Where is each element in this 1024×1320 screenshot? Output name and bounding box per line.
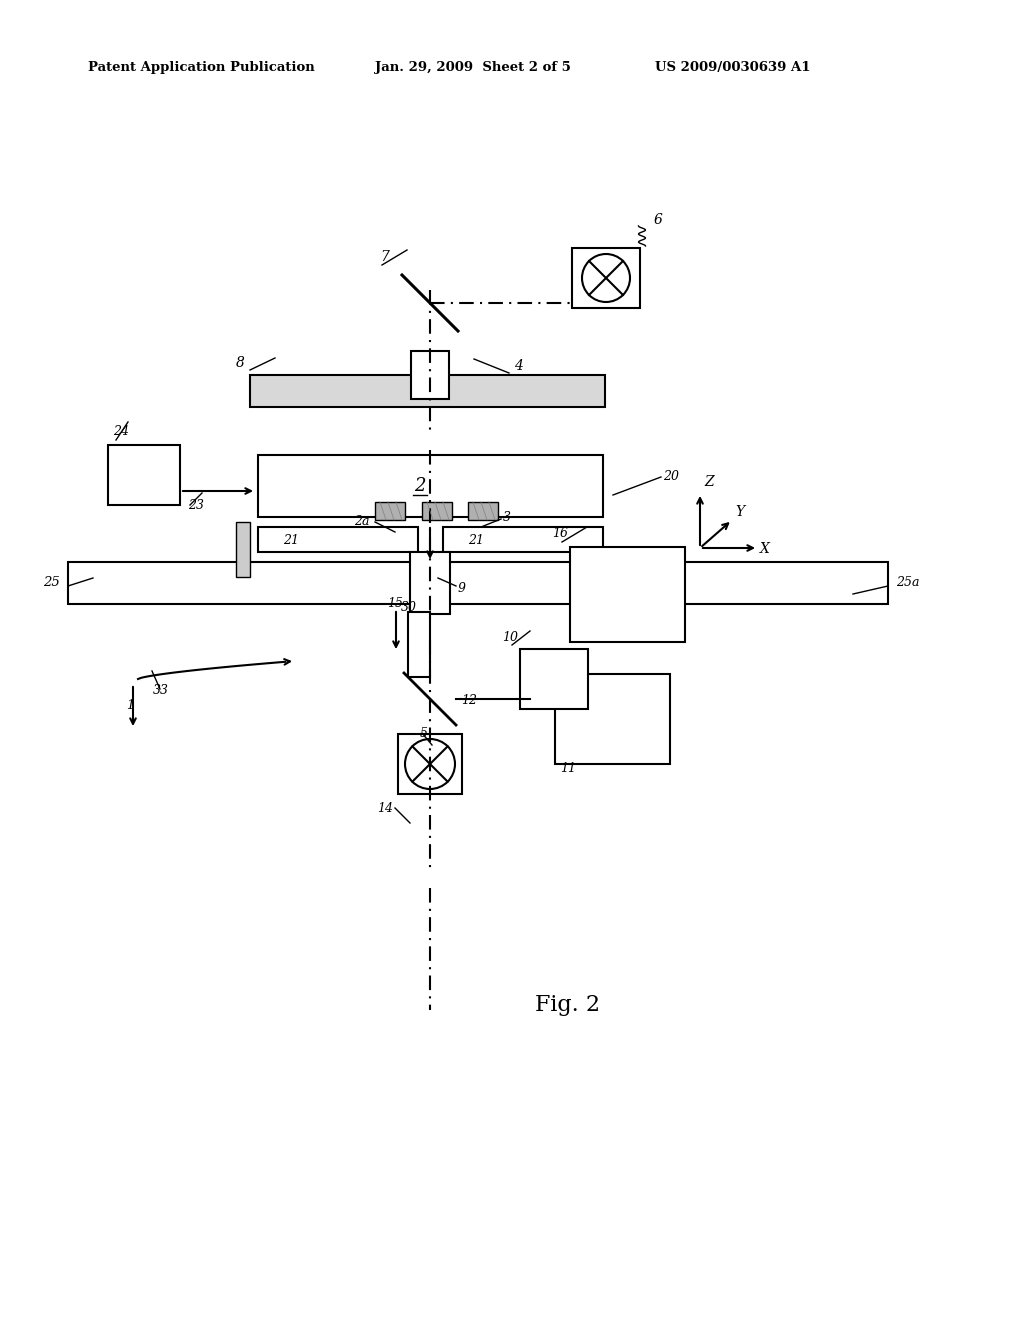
Text: 25a: 25a xyxy=(896,577,920,590)
Text: 21: 21 xyxy=(468,533,484,546)
Text: Jan. 29, 2009  Sheet 2 of 5: Jan. 29, 2009 Sheet 2 of 5 xyxy=(375,62,570,74)
Text: 21: 21 xyxy=(283,533,299,546)
Bar xyxy=(570,546,685,642)
Text: Y: Y xyxy=(735,506,744,519)
Text: 11: 11 xyxy=(560,762,575,775)
Text: 5: 5 xyxy=(420,727,428,741)
Text: 7: 7 xyxy=(380,249,389,264)
Text: 4: 4 xyxy=(514,359,523,374)
Bar xyxy=(408,612,430,677)
Text: 12: 12 xyxy=(461,694,477,708)
Text: 2: 2 xyxy=(415,477,426,495)
Text: 6: 6 xyxy=(654,213,663,227)
Bar xyxy=(375,502,406,520)
Bar xyxy=(398,734,462,795)
Bar xyxy=(572,248,640,308)
Bar xyxy=(236,521,250,577)
Bar xyxy=(258,527,418,552)
Bar xyxy=(443,527,603,552)
Bar xyxy=(410,552,450,614)
Bar xyxy=(411,351,449,399)
Text: 25: 25 xyxy=(43,577,60,590)
Text: 33: 33 xyxy=(153,684,169,697)
Text: 30: 30 xyxy=(401,601,417,614)
Text: 24: 24 xyxy=(113,425,129,438)
Text: 10: 10 xyxy=(502,631,518,644)
Text: 1: 1 xyxy=(126,700,134,711)
Bar xyxy=(108,445,180,506)
Bar xyxy=(422,502,452,520)
Text: 9: 9 xyxy=(458,582,466,594)
Text: Patent Application Publication: Patent Application Publication xyxy=(88,62,314,74)
Text: 23: 23 xyxy=(188,499,204,512)
Bar xyxy=(520,649,588,709)
Bar xyxy=(68,562,888,605)
Text: X: X xyxy=(760,543,770,556)
Text: 3: 3 xyxy=(503,511,511,524)
Text: 14: 14 xyxy=(377,803,393,814)
Text: US 2009/0030639 A1: US 2009/0030639 A1 xyxy=(655,62,811,74)
Bar xyxy=(468,502,498,520)
Bar xyxy=(258,455,603,517)
Text: 20: 20 xyxy=(663,470,679,483)
Text: 8: 8 xyxy=(237,356,245,370)
Text: Fig. 2: Fig. 2 xyxy=(535,994,600,1016)
Text: 2a: 2a xyxy=(354,515,370,528)
Bar xyxy=(250,375,605,407)
Bar xyxy=(555,675,670,764)
Text: 15: 15 xyxy=(387,597,403,610)
Text: Z: Z xyxy=(705,475,714,488)
Text: 16: 16 xyxy=(552,527,568,540)
